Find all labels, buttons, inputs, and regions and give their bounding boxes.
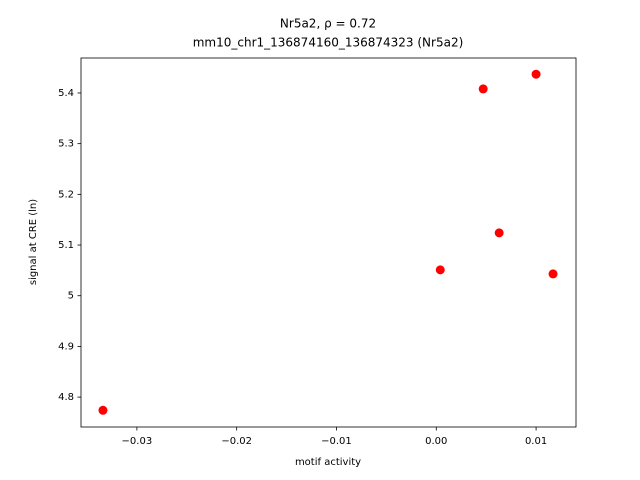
y-axis-label: signal at CRE (ln) (28, 199, 39, 285)
y-tick-label: 5 (68, 291, 74, 302)
y-tick-label: 5.1 (58, 240, 74, 251)
plot-frame (80, 57, 577, 428)
point (98, 405, 108, 415)
x-tick-label: 0.01 (525, 436, 547, 447)
y-tick-label: 4.9 (58, 341, 74, 352)
y-tick-label: 5.3 (58, 139, 74, 150)
x-axis-label: motif activity (295, 457, 361, 468)
chart-title: Nr5a2, ρ = 0.72 (280, 17, 376, 31)
point (548, 269, 558, 279)
point (478, 84, 488, 94)
chart-subtitle: mm10_chr1_136874160_136874323 (Nr5a2) (193, 36, 464, 50)
x-tick-label: −0.03 (122, 436, 153, 447)
x-tick-label: 0.00 (425, 436, 447, 447)
y-tick-label: 5.2 (58, 189, 74, 200)
x-tick-label: −0.01 (321, 436, 352, 447)
point (435, 265, 445, 275)
point (494, 228, 504, 238)
y-tick-label: 5.4 (58, 88, 74, 99)
y-tick-label: 4.8 (58, 392, 74, 403)
x-tick-label: −0.02 (221, 436, 252, 447)
point (531, 69, 541, 79)
